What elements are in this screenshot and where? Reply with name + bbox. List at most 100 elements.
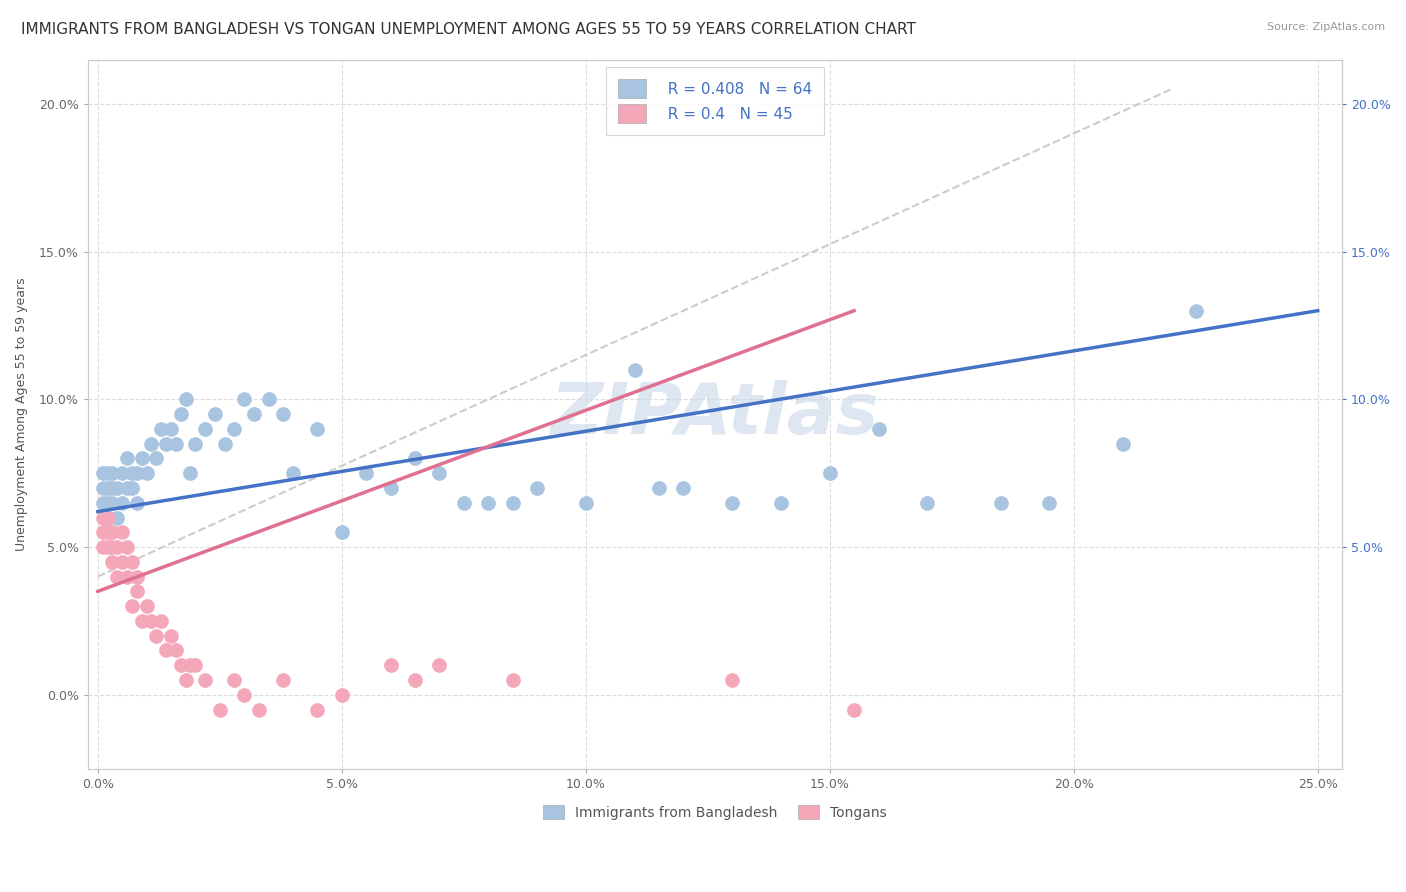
Point <box>174 392 197 407</box>
Point <box>380 481 402 495</box>
Point <box>105 569 128 583</box>
Point <box>131 614 153 628</box>
Point <box>91 525 114 540</box>
Point <box>179 466 201 480</box>
Point <box>427 658 450 673</box>
Point <box>96 481 118 495</box>
Point <box>170 407 193 421</box>
Point <box>174 673 197 687</box>
Point <box>91 496 114 510</box>
Point <box>101 496 124 510</box>
Point <box>121 466 143 480</box>
Point <box>165 643 187 657</box>
Point <box>101 555 124 569</box>
Point <box>96 510 118 524</box>
Point <box>115 451 138 466</box>
Point <box>575 496 598 510</box>
Point <box>179 658 201 673</box>
Point <box>404 673 426 687</box>
Point <box>105 540 128 554</box>
Point <box>121 599 143 614</box>
Point <box>150 614 173 628</box>
Point <box>121 481 143 495</box>
Point <box>721 673 744 687</box>
Point <box>150 422 173 436</box>
Point <box>115 569 138 583</box>
Point <box>96 496 118 510</box>
Point <box>868 422 890 436</box>
Point <box>247 702 270 716</box>
Point <box>224 673 246 687</box>
Point <box>194 422 217 436</box>
Point <box>917 496 939 510</box>
Point <box>208 702 231 716</box>
Point <box>101 540 124 554</box>
Point <box>271 673 294 687</box>
Point <box>125 466 148 480</box>
Point <box>145 451 167 466</box>
Point <box>96 540 118 554</box>
Point <box>160 422 183 436</box>
Point <box>125 496 148 510</box>
Point <box>271 407 294 421</box>
Y-axis label: Unemployment Among Ages 55 to 59 years: Unemployment Among Ages 55 to 59 years <box>15 277 28 551</box>
Point <box>111 496 134 510</box>
Point <box>990 496 1012 510</box>
Point <box>105 510 128 524</box>
Point <box>502 673 524 687</box>
Point <box>101 525 124 540</box>
Legend: Immigrants from Bangladesh, Tongans: Immigrants from Bangladesh, Tongans <box>537 799 893 825</box>
Point <box>96 466 118 480</box>
Point <box>125 569 148 583</box>
Point <box>91 481 114 495</box>
Point <box>1111 436 1133 450</box>
Point <box>165 436 187 450</box>
Point <box>648 481 671 495</box>
Point <box>672 481 695 495</box>
Point <box>502 496 524 510</box>
Point <box>184 658 207 673</box>
Point <box>380 658 402 673</box>
Point <box>121 555 143 569</box>
Point <box>769 496 792 510</box>
Point <box>105 481 128 495</box>
Point <box>141 436 163 450</box>
Point <box>281 466 304 480</box>
Point <box>96 510 118 524</box>
Point <box>125 584 148 599</box>
Text: ZIPAtlas: ZIPAtlas <box>551 380 879 449</box>
Point <box>477 496 499 510</box>
Point <box>155 643 177 657</box>
Point <box>131 451 153 466</box>
Point <box>170 658 193 673</box>
Point <box>1184 303 1206 318</box>
Point <box>194 673 217 687</box>
Point <box>233 392 256 407</box>
Point <box>184 436 207 450</box>
Point <box>526 481 548 495</box>
Point <box>818 466 841 480</box>
Text: IMMIGRANTS FROM BANGLADESH VS TONGAN UNEMPLOYMENT AMONG AGES 55 TO 59 YEARS CORR: IMMIGRANTS FROM BANGLADESH VS TONGAN UNE… <box>21 22 915 37</box>
Point <box>404 451 426 466</box>
Point <box>101 481 124 495</box>
Point <box>160 629 183 643</box>
Text: Source: ZipAtlas.com: Source: ZipAtlas.com <box>1267 22 1385 32</box>
Point <box>115 481 138 495</box>
Point <box>145 629 167 643</box>
Point <box>101 466 124 480</box>
Point <box>111 466 134 480</box>
Point <box>721 496 744 510</box>
Point <box>243 407 266 421</box>
Point <box>155 436 177 450</box>
Point <box>91 466 114 480</box>
Point <box>224 422 246 436</box>
Point <box>111 525 134 540</box>
Point <box>204 407 226 421</box>
Point <box>233 688 256 702</box>
Point <box>135 466 157 480</box>
Point <box>354 466 377 480</box>
Point <box>330 688 353 702</box>
Point <box>214 436 236 450</box>
Point <box>307 702 329 716</box>
Point <box>111 555 134 569</box>
